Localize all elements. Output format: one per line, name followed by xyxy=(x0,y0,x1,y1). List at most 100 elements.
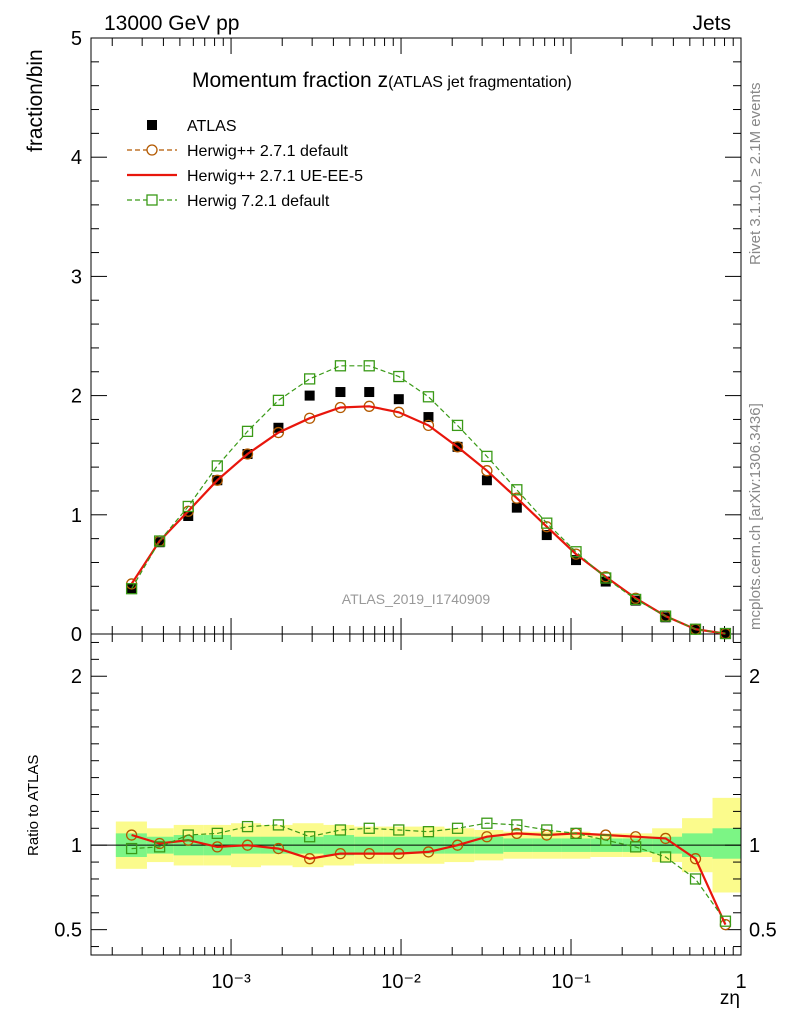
data-point xyxy=(630,595,641,606)
data-point xyxy=(659,610,672,622)
data-point xyxy=(600,572,612,584)
legend-marker xyxy=(146,144,158,156)
series-line xyxy=(130,405,726,635)
data-point xyxy=(304,831,316,843)
ratio-y-tick-label-left: 0.5 xyxy=(54,920,82,942)
data-point xyxy=(511,502,522,513)
data-point xyxy=(511,484,523,496)
data-point xyxy=(125,583,138,595)
header-observable-label: Jets xyxy=(692,12,731,35)
data-point xyxy=(689,853,702,865)
series-line xyxy=(131,822,726,922)
ratio-y-tick-label-left: 2 xyxy=(71,666,82,688)
legend-marker xyxy=(146,194,158,206)
header-collision-label: 13000 GeV pp xyxy=(104,12,239,35)
legend-label: Herwig++ 2.7.1 default xyxy=(187,143,349,160)
main-y-tick-label: 3 xyxy=(71,266,82,288)
main-y-tick-label: 0 xyxy=(71,624,82,646)
data-point xyxy=(570,546,582,558)
data-point xyxy=(451,441,464,453)
data-point xyxy=(125,842,138,855)
data-point xyxy=(304,412,316,424)
data-point xyxy=(335,387,346,398)
data-point xyxy=(571,555,582,566)
main-panel-axes: 0 1 2 3 4 5 xyxy=(71,28,742,646)
data-point xyxy=(451,419,464,432)
rivet-label: Rivet 3.1.10, ≥ 2.1M events xyxy=(747,83,764,266)
ratio-panel-axes: 0.5 0.5 1 1 2 2 10⁻³ 10⁻² 10⁻¹ 1 xyxy=(54,633,777,993)
data-point xyxy=(125,829,138,841)
x-tick-label: 10⁻² xyxy=(381,971,421,993)
data-point xyxy=(363,360,375,372)
data-point xyxy=(272,819,285,831)
data-point xyxy=(511,492,523,504)
data-point xyxy=(423,412,434,423)
data-point xyxy=(660,612,671,623)
data-point xyxy=(481,817,493,829)
main-y-axis-label: fraction/bin xyxy=(24,49,47,152)
ratio-y-tick-label-right: 1 xyxy=(749,835,760,857)
data-point xyxy=(182,829,194,841)
data-point xyxy=(481,475,492,486)
main-title: Momentum fraction z(ATLAS jet fragmentat… xyxy=(192,69,572,92)
data-point xyxy=(241,425,254,438)
main-y-tick-label: 1 xyxy=(71,505,82,527)
data-point xyxy=(570,827,582,840)
ratio-y-axis-label: Ratio to ATLAS xyxy=(25,755,42,856)
data-point xyxy=(481,450,493,463)
data-point xyxy=(363,822,375,834)
data-point xyxy=(393,824,405,836)
mcplots-label: mcplots.cern.ch [arXiv:1306.3436] xyxy=(747,403,764,630)
series-2 xyxy=(130,405,726,635)
ratio-y-tick-label-right: 2 xyxy=(749,666,760,688)
legend-marker xyxy=(147,120,157,130)
legend-label: ATLAS xyxy=(187,118,237,135)
data-point xyxy=(364,387,375,398)
ratio-x-axis-label: zη xyxy=(720,988,740,1009)
data-point xyxy=(422,419,435,432)
data-point xyxy=(272,394,285,407)
main-panel-series xyxy=(125,360,732,640)
data-point xyxy=(511,819,523,831)
ratio-y-tick-label-left: 1 xyxy=(71,835,82,857)
data-point xyxy=(182,500,194,513)
data-point xyxy=(211,474,223,486)
data-point xyxy=(629,593,642,606)
data-point xyxy=(689,623,702,635)
data-point xyxy=(393,394,404,405)
data-point xyxy=(451,822,464,834)
data-point xyxy=(241,820,254,833)
data-point xyxy=(422,391,435,403)
data-point xyxy=(451,839,464,851)
data-point xyxy=(211,827,223,840)
ratio-panel-frame xyxy=(90,633,742,956)
legend-label: Herwig++ 2.7.1 UE-EE-5 xyxy=(187,168,363,185)
series-2 xyxy=(125,817,732,927)
data-point xyxy=(689,873,702,885)
data-point xyxy=(600,834,612,846)
analysis-watermark: ATLAS_2019_I1740909 xyxy=(342,591,491,607)
data-point xyxy=(272,426,285,439)
data-point xyxy=(629,841,642,853)
data-point xyxy=(541,530,552,541)
main-y-tick-label: 5 xyxy=(71,28,82,50)
data-point xyxy=(422,826,435,838)
ratio-panel-series xyxy=(125,817,732,931)
main-title-text: Momentum fraction z xyxy=(192,69,388,92)
data-point xyxy=(541,824,553,836)
main-y-tick-label: 4 xyxy=(71,147,82,169)
ratio-y-tick-label-right: 0.5 xyxy=(749,920,777,942)
legend: ATLAS Herwig++ 2.7.1 default Herwig++ 2.7.… xyxy=(127,118,363,210)
data-point xyxy=(334,360,347,372)
data-point xyxy=(304,373,316,385)
data-point xyxy=(153,535,166,547)
main-y-tick-label: 2 xyxy=(71,386,82,408)
data-point xyxy=(211,460,223,472)
data-point xyxy=(719,627,732,640)
legend-label: Herwig 7.2.1 default xyxy=(187,193,330,210)
data-point xyxy=(393,370,405,383)
series-1 xyxy=(131,832,727,926)
ratio-inner-band-bin xyxy=(712,828,741,859)
data-point xyxy=(241,448,254,460)
